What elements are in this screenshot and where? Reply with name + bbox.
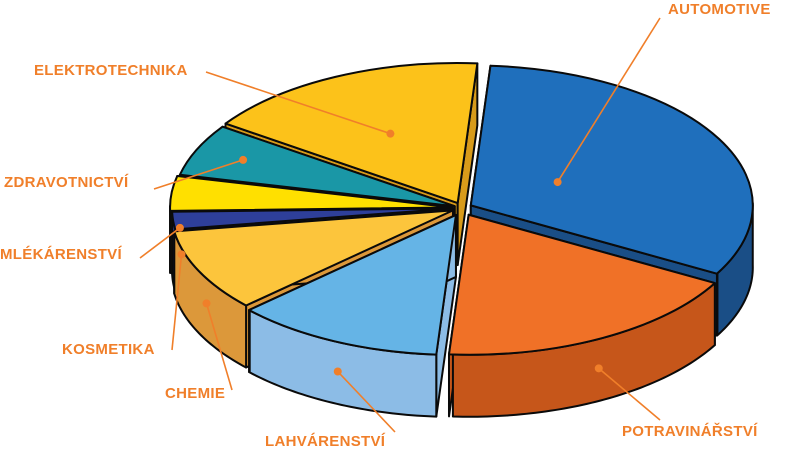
label-zdravotnictvi: ZDRAVOTNICTVÍ (4, 174, 129, 191)
slice-elektrotechnika (224, 62, 479, 205)
leader-dot-zdravotnictvi (239, 155, 248, 164)
slice-chemie (173, 209, 454, 307)
leader-kosmetika (171, 254, 183, 351)
slice-potravinarstvi (447, 213, 716, 356)
leader-zdravotnictvi (153, 159, 244, 190)
label-elektrotechnika: ELEKTROTECHNIKA (34, 62, 188, 79)
label-chemie: CHEMIE (165, 385, 225, 402)
leader-dot-mlekarenstvi (175, 223, 184, 232)
leader-dot-potravinarstvi (594, 364, 603, 373)
leader-dot-kosmetika (177, 250, 186, 259)
leader-dot-automotive (553, 178, 562, 187)
label-lahvarenstvi: LAHVÁRENSTVÍ (265, 433, 386, 450)
slice-zdravotnictvi (178, 125, 456, 208)
slice-mlekarenstvi (169, 174, 454, 212)
slice-automotive (469, 64, 754, 275)
label-kosmetika: KOSMETIKA (62, 341, 155, 358)
leader-dot-elektrotechnika (386, 129, 395, 138)
leader-lahvarenstvi (337, 370, 396, 433)
leader-potravinarstvi (598, 367, 661, 421)
slice-lahvarenstvi (248, 213, 457, 356)
slice-labels: AUTOMOTIVE POTRAVINÁŘSTVÍ LAHVÁRENSTVÍ CHEM… (0, 1, 771, 450)
label-automotive: AUTOMOTIVE (668, 1, 771, 18)
label-leaders (139, 17, 661, 433)
leader-elektrotechnika (205, 71, 391, 135)
leader-dot-chemie (202, 299, 211, 308)
pie-tops (169, 62, 754, 356)
label-potravinarstvi: POTRAVINÁŘSTVÍ (622, 422, 758, 440)
leader-dot-lahvarenstvi (333, 367, 342, 376)
leader-mlekarenstvi (139, 227, 181, 259)
leader-chemie (205, 303, 233, 391)
label-mlekarenstvi: MLÉKÁRENSTVÍ (0, 246, 122, 263)
leader-automotive (556, 17, 661, 183)
